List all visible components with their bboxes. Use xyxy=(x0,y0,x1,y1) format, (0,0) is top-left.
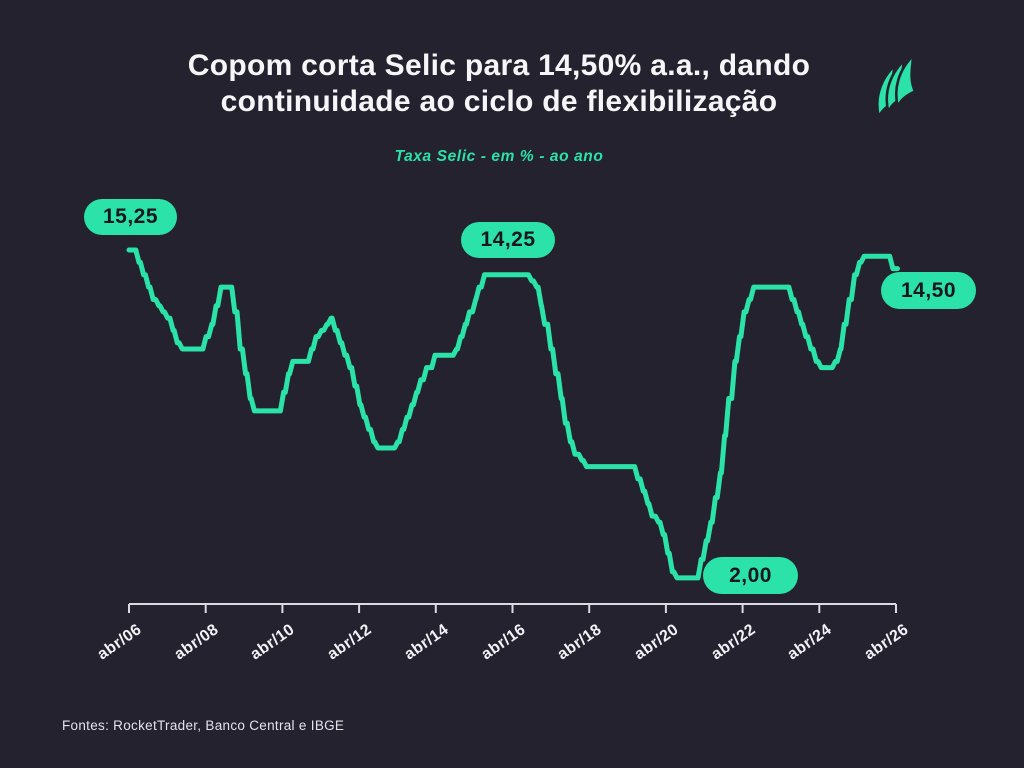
page-title: Copom corta Selic para 14,50% a.a., dand… xyxy=(0,48,998,120)
x-axis-label-abr-14: abr/14 xyxy=(401,621,452,664)
selic-rate-line xyxy=(126,247,900,581)
x-axis-label-abr-06: abr/06 xyxy=(94,621,145,664)
x-axis-label-abr-12: abr/12 xyxy=(324,621,375,664)
value-badge-start: 15,25 xyxy=(84,199,177,235)
x-axis-label-abr-18: abr/18 xyxy=(554,621,605,664)
sources-note: Fontes: RocketTrader, Banco Central e IB… xyxy=(62,718,345,733)
value-badge-mid-peak: 14,25 xyxy=(461,222,555,258)
x-axis-label-abr-26: abr/26 xyxy=(861,621,912,664)
value-badge-end: 14,50 xyxy=(881,272,976,309)
x-axis-label-abr-10: abr/10 xyxy=(247,621,299,664)
x-axis-label-abr-24: abr/24 xyxy=(784,621,836,664)
title-line-1: Copom corta Selic para 14,50% a.a., dand… xyxy=(187,49,811,82)
x-axis-label-abr-08: abr/08 xyxy=(171,621,222,664)
x-axis-label-abr-16: abr/16 xyxy=(477,621,529,664)
rockettrader-logo-icon xyxy=(876,53,917,119)
chart-subtitle: Taxa Selic - em % - ao ano xyxy=(394,148,604,165)
x-axis-label-abr-22: abr/22 xyxy=(708,621,759,664)
title-line-2: continuidade ao ciclo de flexibilização xyxy=(220,85,778,118)
x-axis-label-abr-20: abr/20 xyxy=(631,621,682,664)
value-badge-low: 2,00 xyxy=(703,557,798,594)
